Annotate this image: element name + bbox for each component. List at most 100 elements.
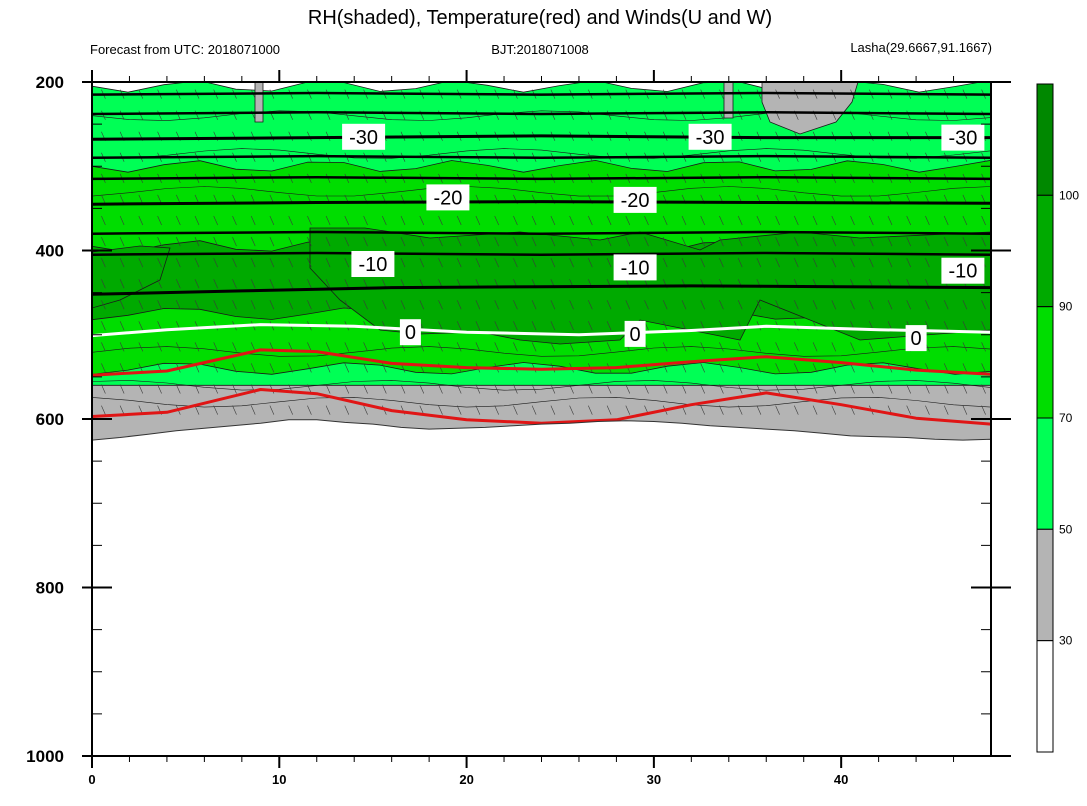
- wind-barb: [475, 110, 481, 120]
- wind-barb: [569, 215, 574, 226]
- wind-barb: [250, 300, 256, 310]
- wind-barb: [531, 384, 537, 394]
- wind-barb: [325, 342, 331, 352]
- wind-barb: [232, 257, 237, 268]
- wind-barb: [962, 405, 968, 415]
- wind-barb: [812, 300, 818, 310]
- wind-barb: [887, 384, 893, 394]
- wind-barb: [569, 405, 574, 415]
- wind-barb: [288, 236, 293, 247]
- subtitle-forecast: Forecast from UTC: 2018071000: [90, 42, 280, 57]
- wind-barb: [494, 405, 499, 415]
- wind-barb: [812, 363, 818, 373]
- wind-barb: [194, 342, 200, 352]
- rh-patch-dry-1: [254, 82, 264, 123]
- wind-barb: [325, 279, 331, 289]
- rh-patch-dry-2: [723, 82, 734, 119]
- wind-barb: [438, 384, 443, 394]
- wind-barb: [176, 300, 181, 310]
- contour-label: 0: [405, 322, 416, 344]
- wind-barb: [569, 321, 574, 331]
- wind-barb: [700, 384, 705, 394]
- contour-label-box: [613, 254, 657, 281]
- wind-barb: [400, 215, 406, 226]
- wind-barb: [419, 384, 425, 394]
- wind-barb: [531, 215, 537, 226]
- wind-barb: [438, 342, 443, 352]
- wind-barb: [494, 384, 499, 394]
- wind-barb: [157, 279, 162, 289]
- wind-barb: [981, 405, 986, 415]
- wind-barb: [681, 257, 687, 268]
- wind-barb: [531, 321, 537, 331]
- wind-barb: [475, 236, 481, 247]
- wind-barb: [232, 279, 237, 289]
- wind-barb: [962, 215, 968, 226]
- wind-barb: [925, 110, 930, 120]
- y-tick-label: 1000: [26, 747, 64, 766]
- wind-barb: [456, 342, 462, 352]
- x-tick-label: 10: [272, 772, 286, 787]
- wind-barb: [157, 257, 162, 268]
- wind-barb: [700, 405, 705, 415]
- colorbar-swatch: [1036, 417, 1054, 530]
- wind-barb: [794, 363, 799, 373]
- wind-barb: [588, 384, 593, 394]
- wind-barb: [157, 236, 162, 247]
- wind-barb: [737, 257, 743, 268]
- wind-barb: [475, 257, 481, 268]
- wind-barb: [513, 405, 518, 415]
- wind-barb: [213, 405, 218, 415]
- wind-barb: [981, 363, 986, 373]
- surface-mask: [92, 419, 991, 756]
- isotherm-neg20: [92, 200, 991, 206]
- wind-barb: [382, 215, 387, 226]
- isotherm-neg10: [92, 284, 991, 296]
- wind-barb: [438, 405, 443, 415]
- wind-barb: [494, 215, 499, 226]
- wind-barb: [812, 257, 818, 268]
- wind-barb: [925, 300, 930, 310]
- wind-barb: [101, 257, 106, 268]
- wind-barb: [531, 236, 537, 247]
- wind-barb: [382, 384, 387, 394]
- wind-barb: [962, 342, 968, 352]
- wind-barb: [925, 384, 930, 394]
- wind-barb: [213, 257, 218, 268]
- wind-barb: [869, 257, 874, 268]
- wind-barb: [194, 279, 200, 289]
- wind-barb: [101, 300, 106, 310]
- wind-barb: [531, 300, 537, 310]
- x-tick-label: 0: [88, 772, 95, 787]
- contour-labels: -30 -30 -30 -20 -20 -10 -10 -10 0 0 0: [342, 123, 985, 352]
- wind-barb: [232, 342, 237, 352]
- wind-barb: [550, 110, 556, 120]
- wind-barb: [831, 363, 837, 373]
- wind-barb: [662, 321, 668, 331]
- wind-barb: [288, 215, 293, 226]
- wind-barb: [588, 257, 593, 268]
- wind-barb: [737, 300, 743, 310]
- wind-barb: [325, 384, 331, 394]
- wind-barb: [250, 257, 256, 268]
- wind-barb: [981, 300, 986, 310]
- wind-barb: [737, 405, 743, 415]
- wind-barb: [213, 342, 218, 352]
- wind-barb: [119, 110, 125, 120]
- wind-barb: [812, 342, 818, 352]
- wind-barb: [550, 342, 556, 352]
- wind-barb: [943, 215, 949, 226]
- wind-barb: [775, 384, 780, 394]
- wind-barb: [344, 363, 350, 373]
- wind-barb: [943, 110, 949, 120]
- wind-barb: [644, 384, 649, 394]
- wind-barb: [887, 300, 893, 310]
- contour-label: -30: [696, 127, 725, 149]
- rh-contour-line: [92, 148, 991, 159]
- wind-barb: [887, 236, 893, 247]
- wind-barb: [101, 110, 106, 120]
- contour-label-box: [613, 186, 657, 213]
- wind-barb: [176, 236, 181, 247]
- isotherm-warm1: [92, 348, 991, 377]
- wind-barb: [138, 321, 144, 331]
